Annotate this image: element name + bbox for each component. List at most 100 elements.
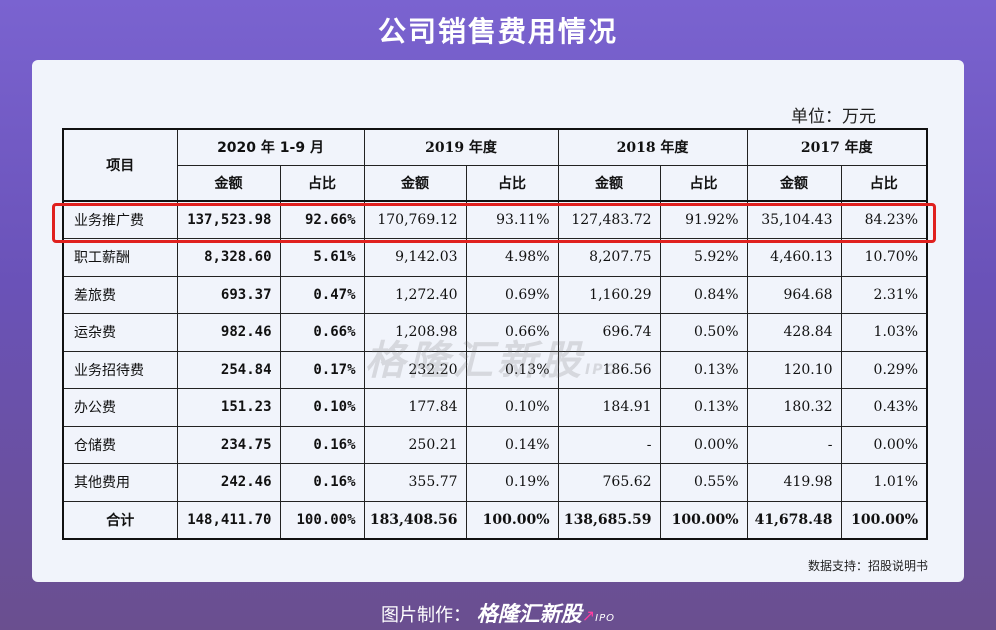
ratio-cell: 0.13% (465, 350, 559, 389)
arrow-icon: ↗ (581, 606, 596, 625)
amount-cell: 4,460.13 (746, 238, 842, 277)
row-item-label: 其他费用 (62, 463, 178, 502)
amount-cell: 35,104.43 (746, 200, 842, 239)
amount-cell: 964.68 (746, 275, 842, 314)
amount-cell: 186.56 (557, 350, 661, 389)
amount-subheader: 金额 (746, 164, 842, 202)
ratio-subheader: 占比 (840, 164, 928, 202)
amount-subheader: 金额 (363, 164, 467, 202)
period-header: 2019 年度 (363, 128, 559, 166)
unit-label: 单位：万元 (791, 107, 876, 127)
amount-cell: 180.32 (746, 388, 842, 427)
period-header: 2018 年度 (557, 128, 748, 166)
ratio-cell: 0.66% (279, 313, 365, 352)
amount-cell: - (746, 425, 842, 464)
ratio-cell: 0.17% (279, 350, 365, 389)
ratio-cell: 0.55% (659, 463, 748, 502)
amount-cell: 127,483.72 (557, 200, 661, 239)
ratio-cell: 93.11% (465, 200, 559, 239)
row-item-label: 办公费 (62, 388, 178, 427)
amount-cell: 232.20 (363, 350, 467, 389)
row-item-label: 差旅费 (62, 275, 178, 314)
ratio-cell: 100.00% (659, 500, 748, 539)
amount-cell: 9,142.03 (363, 238, 467, 277)
ratio-cell: 84.23% (840, 200, 928, 239)
data-source: 数据支持：招股说明书 (807, 559, 928, 573)
page-title: 公司销售费用情况 (377, 15, 618, 48)
amount-cell: 428.84 (746, 313, 842, 352)
ratio-cell: 100.00% (840, 500, 928, 539)
table-row: 差旅费 693.37 0.47% 1,272.40 0.69% 1,160.29 0.84%… (62, 275, 928, 314)
row-item-label: 仓储费 (62, 425, 178, 464)
ratio-cell: 0.16% (279, 425, 365, 464)
ratio-cell: 4.98% (465, 238, 559, 277)
ratio-cell: 91.92% (659, 200, 748, 239)
footer-suffix: IPO (595, 613, 615, 624)
ratio-cell: 0.10% (465, 388, 559, 427)
amount-cell: 982.46 (176, 313, 281, 352)
ratio-cell: 0.47% (279, 275, 365, 314)
ratio-cell: 100.00% (279, 500, 365, 539)
ratio-cell: 2.31% (840, 275, 928, 314)
amount-cell: 151.23 (176, 388, 281, 427)
table-row: 办公费 151.23 0.10% 177.84 0.10% 184.91 0.13% 180.… (62, 388, 928, 427)
total-row: 合计 148,411.70 100.00% 183,408.56 100.00% 138,… (62, 500, 928, 539)
table-card: 单位：万元 项目 2020 年 1-9 月 2019 年度 2018 年度 20… (32, 60, 964, 582)
amount-cell: 8,328.60 (176, 238, 281, 277)
row-item-label: 业务招待费 (62, 350, 178, 389)
ratio-cell: 1.01% (840, 463, 928, 502)
sales-expense-table: 项目 2020 年 1-9 月 2019 年度 2018 年度 2017 年度 … (62, 128, 929, 540)
ratio-cell: 0.00% (840, 425, 928, 464)
footer-brand: 格隆汇新股 (476, 602, 582, 626)
amount-cell: 419.98 (746, 463, 842, 502)
ratio-cell: 0.00% (659, 425, 748, 464)
ratio-cell: 0.84% (659, 275, 748, 314)
ratio-cell: 0.50% (659, 313, 748, 352)
row-item-label: 合计 (62, 500, 178, 539)
ratio-cell: 0.13% (659, 388, 748, 427)
item-header: 项目 (62, 128, 178, 202)
ratio-cell: 0.69% (465, 275, 559, 314)
amount-cell: 234.75 (176, 425, 281, 464)
ratio-cell: 0.13% (659, 350, 748, 389)
amount-cell: 696.74 (557, 313, 661, 352)
ratio-cell: 0.10% (279, 388, 365, 427)
ratio-cell: 5.61% (279, 238, 365, 277)
ratio-cell: 1.03% (840, 313, 928, 352)
row-item-label: 职工薪酬 (62, 238, 178, 277)
ratio-cell: 0.29% (840, 350, 928, 389)
amount-cell: 693.37 (176, 275, 281, 314)
amount-cell: 254.84 (176, 350, 281, 389)
amount-cell: 184.91 (557, 388, 661, 427)
amount-cell: - (557, 425, 661, 464)
table-row: 职工薪酬 8,328.60 5.61% 9,142.03 4.98% 8,207.75 5.… (62, 238, 928, 277)
table-body: 业务推广费 137,523.98 92.66% 170,769.12 93.11% 127… (62, 200, 928, 539)
ratio-cell: 0.19% (465, 463, 559, 502)
ratio-subheader: 占比 (279, 164, 365, 202)
amount-cell: 250.21 (363, 425, 467, 464)
amount-cell: 177.84 (363, 388, 467, 427)
amount-cell: 120.10 (746, 350, 842, 389)
ratio-subheader: 占比 (659, 164, 748, 202)
amount-cell: 765.62 (557, 463, 661, 502)
table-row: 其他费用 242.46 0.16% 355.77 0.19% 765.62 0.55% 419… (62, 463, 928, 502)
amount-cell: 183,408.56 (363, 500, 467, 539)
footer-credit: 图片制作： 格隆汇新股↗IPO (0, 598, 996, 628)
period-header: 2017 年度 (746, 128, 928, 166)
amount-cell: 148,411.70 (176, 500, 281, 539)
ratio-cell: 0.16% (279, 463, 365, 502)
period-header: 2020 年 1-9 月 (176, 128, 365, 166)
ratio-cell: 100.00% (465, 500, 559, 539)
table-row: 仓储费 234.75 0.16% 250.21 0.14% -0.00% -0.00% (62, 425, 928, 464)
ratio-cell: 0.14% (465, 425, 559, 464)
amount-cell: 8,207.75 (557, 238, 661, 277)
amount-cell: 1,272.40 (363, 275, 467, 314)
amount-cell: 41,678.48 (746, 500, 842, 539)
amount-cell: 137,523.98 (176, 200, 281, 239)
amount-cell: 170,769.12 (363, 200, 467, 239)
amount-cell: 1,160.29 (557, 275, 661, 314)
row-item-label: 运杂费 (62, 313, 178, 352)
ratio-cell: 5.92% (659, 238, 748, 277)
row-item-label: 业务推广费 (62, 200, 178, 239)
table-row: 业务招待费 254.84 0.17% 232.20 0.13% 186.56 0.13% 12… (62, 350, 928, 389)
